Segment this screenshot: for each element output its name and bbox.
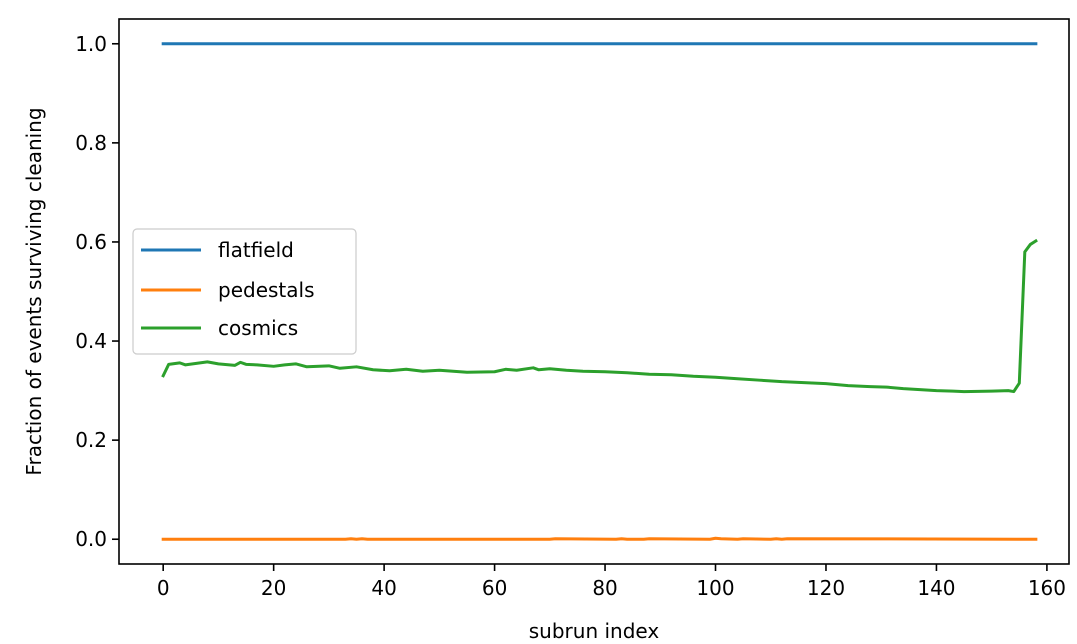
legend-label-pedestals: pedestals [218,278,315,302]
x-tick-label: 80 [592,576,617,600]
legend-box [132,228,357,355]
x-tick-label: 60 [482,576,507,600]
y-axis-label: Fraction of events surviving cleaning [22,107,46,475]
x-tick-label: 160 [1028,576,1066,600]
y-tick-label: 1.0 [75,32,107,56]
y-axis: 0.0 0.2 0.4 0.6 0.8 1.0 [75,32,119,551]
x-tick-label: 100 [696,576,734,600]
x-tick-label: 0 [157,576,170,600]
x-tick-label: 40 [371,576,396,600]
legend-label-flatfield: flatfield [218,238,294,262]
plot-frame [118,18,1070,565]
x-axis: 0 20 40 60 80 100 120 140 160 [157,564,1066,600]
y-tick-label: 0.2 [75,428,107,452]
x-tick-label: 140 [917,576,955,600]
y-tick-label: 0.6 [75,230,107,254]
series-layer [161,42,1038,541]
series-line-cosmics [161,238,1038,394]
y-tick-label: 0.0 [75,527,107,551]
y-tick-label: 0.8 [75,131,107,155]
series-line-pedestals [161,536,1038,541]
legend-label-cosmics: cosmics [218,316,298,340]
x-axis-label: subrun index [529,619,660,643]
y-tick-label: 0.4 [75,329,107,353]
legend: flatfield pedestals cosmics [132,228,357,355]
x-tick-label: 120 [807,576,845,600]
x-tick-label: 20 [261,576,286,600]
